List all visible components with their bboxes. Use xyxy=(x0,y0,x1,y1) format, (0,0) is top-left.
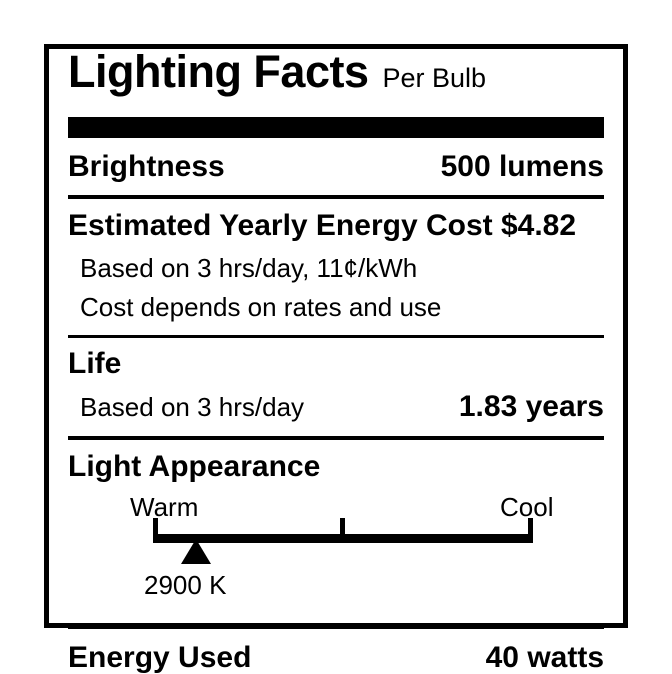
scale-cap-left xyxy=(153,518,158,543)
divider-above-energy-used xyxy=(68,624,604,629)
energy-cost-row: Estimated Yearly Energy Cost $4.82 Based… xyxy=(68,199,604,335)
divider-above-life xyxy=(68,335,604,338)
page-title: Lighting Facts xyxy=(68,46,369,97)
divider-above-light-appearance xyxy=(68,436,604,440)
scale-marker-triangle-icon xyxy=(181,539,211,564)
label-header: Lighting Facts Per Bulb xyxy=(68,49,604,117)
life-value-row: Based on 3 hrs/day 1.83 years xyxy=(68,379,604,436)
energy-used-row: Energy Used 40 watts xyxy=(68,629,604,673)
life-note: Based on 3 hrs/day xyxy=(80,392,305,422)
scale-cool-label: Cool xyxy=(500,492,554,522)
energy-cost-note-2: Cost depends on rates and use xyxy=(80,292,442,322)
brightness-label: Brightness xyxy=(68,150,225,183)
brightness-value: 500 lumens xyxy=(440,150,604,183)
lighting-facts-label: Lighting Facts Per Bulb Brightness 500 l… xyxy=(44,44,628,673)
energy-used-label: Energy Used xyxy=(68,641,252,674)
life-label: Life xyxy=(68,347,122,380)
divider-above-energy-cost xyxy=(68,195,604,199)
scale-warm-label: Warm xyxy=(130,492,199,522)
title-suffix: Per Bulb xyxy=(382,63,487,93)
brightness-row: Brightness 500 lumens xyxy=(68,138,604,195)
color-temperature-scale: Warm Cool 2900 K xyxy=(68,482,604,624)
scale-cap-right xyxy=(528,518,533,543)
life-heading-row: Life xyxy=(68,338,604,379)
header-black-bar xyxy=(68,117,604,138)
life-value: 1.83 years xyxy=(458,390,604,423)
energy-cost-note-1: Based on 3 hrs/day, 11¢/kWh xyxy=(80,253,418,283)
light-appearance-label: Light Appearance xyxy=(68,450,321,483)
label-inner: Lighting Facts Per Bulb Brightness 500 l… xyxy=(49,49,623,673)
kelvin-value: 2900 K xyxy=(144,570,227,600)
energy-cost-label: Estimated Yearly Energy Cost $4.82 xyxy=(68,209,577,242)
scale-tick-middle xyxy=(340,518,345,543)
energy-used-value: 40 watts xyxy=(485,641,604,674)
light-appearance-heading-row: Light Appearance xyxy=(68,440,604,482)
